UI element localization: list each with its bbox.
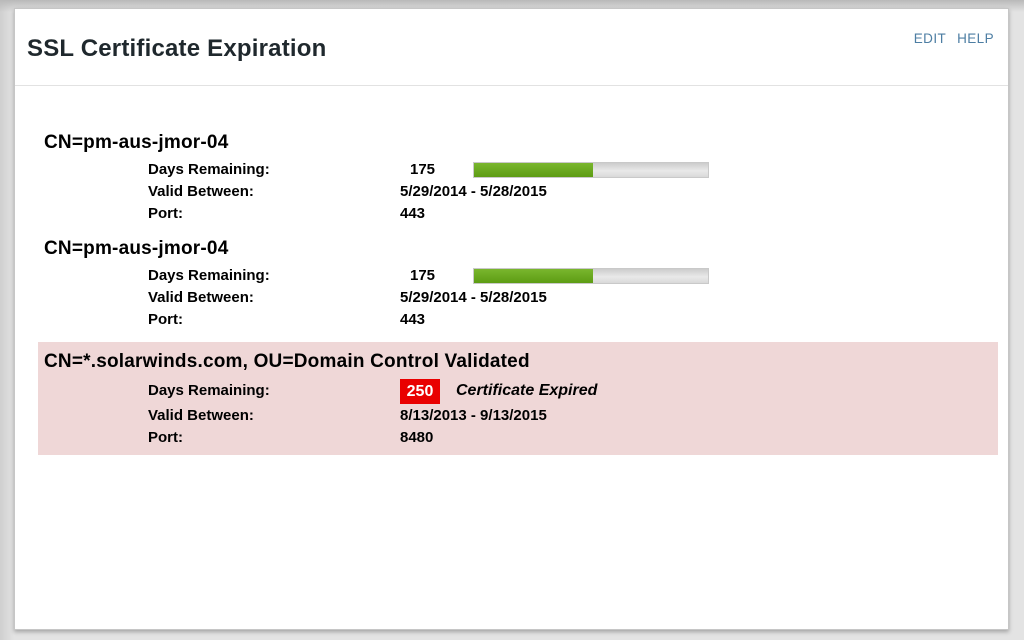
days-remaining-label: Days Remaining: [148, 161, 270, 178]
certificate-entry-expired: CN=*.solarwinds.com, OU=Domain Control V… [38, 342, 998, 455]
port-row: Port: 8480 [38, 427, 998, 449]
port-value: 443 [400, 311, 426, 328]
certificate-entry: CN=pm-aus-jmor-04 Days Remaining: 175 Va… [38, 130, 998, 225]
certificate-cn: CN=*.solarwinds.com, OU=Domain Control V… [44, 351, 530, 372]
port-label: Port: [148, 429, 183, 446]
widget-header: SSL Certificate Expiration EDIT HELP [15, 9, 1008, 86]
days-remaining-value: 175 [410, 267, 436, 284]
valid-between-row: Valid Between: 5/29/2014 - 5/28/2015 [38, 287, 998, 309]
ssl-certificate-widget: SSL Certificate Expiration EDIT HELP CN=… [14, 8, 1009, 630]
port-row: Port: 443 [38, 309, 998, 331]
days-remaining-bar [473, 162, 709, 178]
days-remaining-value: 175 [410, 161, 436, 178]
certificate-cn: CN=pm-aus-jmor-04 [44, 238, 229, 259]
edit-link[interactable]: EDIT [913, 31, 947, 46]
port-value: 8480 [400, 429, 434, 446]
valid-between-row: Valid Between: 5/29/2014 - 5/28/2015 [38, 181, 998, 203]
certificate-entry: CN=pm-aus-jmor-04 Days Remaining: 175 Va… [38, 236, 998, 331]
days-remaining-bar-fill [474, 269, 593, 283]
valid-between-label: Valid Between: [148, 289, 254, 306]
certificate-cn: CN=pm-aus-jmor-04 [44, 132, 229, 153]
days-remaining-bar [473, 268, 709, 284]
days-remaining-label: Days Remaining: [148, 267, 270, 284]
widget-title: SSL Certificate Expiration [27, 35, 327, 62]
days-remaining-row: Days Remaining: 250 Certificate Expired [38, 378, 998, 404]
valid-between-value: 5/29/2014 - 5/28/2015 [400, 183, 547, 200]
valid-between-value: 5/29/2014 - 5/28/2015 [400, 289, 547, 306]
port-row: Port: 443 [38, 203, 998, 225]
widget-actions: EDIT HELP [914, 31, 994, 46]
days-remaining-row: Days Remaining: 175 [38, 265, 998, 287]
valid-between-row: Valid Between: 8/13/2013 - 9/13/2015 [38, 405, 998, 427]
port-label: Port: [148, 205, 183, 222]
valid-between-label: Valid Between: [148, 183, 254, 200]
days-remaining-row: Days Remaining: 175 [38, 159, 998, 181]
days-remaining-label: Days Remaining: [148, 382, 270, 399]
valid-between-label: Valid Between: [148, 407, 254, 424]
days-remaining-badge: 250 [400, 378, 440, 404]
certificate-expired-status: Certificate Expired [456, 382, 598, 399]
widget-body: CN=pm-aus-jmor-04 Days Remaining: 175 Va… [15, 86, 1008, 455]
valid-between-value: 8/13/2013 - 9/13/2015 [400, 407, 547, 424]
help-link[interactable]: HELP [957, 31, 994, 46]
port-label: Port: [148, 311, 183, 328]
days-remaining-bar-fill [474, 163, 593, 177]
port-value: 443 [400, 205, 426, 222]
